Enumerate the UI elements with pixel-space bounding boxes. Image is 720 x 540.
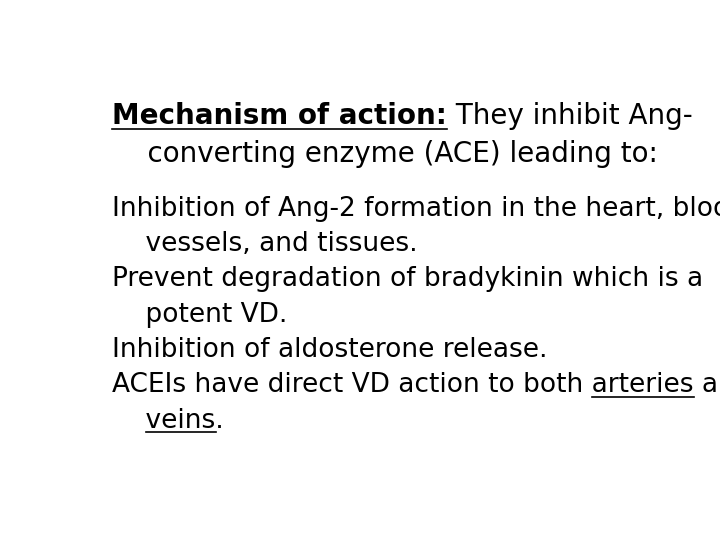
Text: converting enzyme (ACE) leading to:: converting enzyme (ACE) leading to: — [112, 140, 658, 167]
Text: Prevent degradation of bradykinin which is a: Prevent degradation of bradykinin which … — [112, 266, 703, 293]
Text: veins.: veins. — [112, 408, 224, 434]
Text: Inhibition of aldosterone release.: Inhibition of aldosterone release. — [112, 337, 548, 363]
Text: They inhibit Ang-: They inhibit Ang- — [447, 102, 693, 130]
Text: Inhibition of Ang-2 formation in the heart, blood: Inhibition of Ang-2 formation in the hea… — [112, 196, 720, 222]
Text: ACEIs have direct VD action to both arteries: ACEIs have direct VD action to both arte… — [112, 373, 694, 399]
Text: vessels, and tissues.: vessels, and tissues. — [112, 231, 418, 257]
Text: ACEIs have direct VD action to both arteries and: ACEIs have direct VD action to both arte… — [112, 373, 720, 399]
Text: veins: veins — [112, 408, 215, 434]
Text: potent VD.: potent VD. — [112, 302, 288, 328]
Text: Mechanism of action:: Mechanism of action: — [112, 102, 447, 130]
Text: ACEIs have direct VD action to both: ACEIs have direct VD action to both — [112, 373, 592, 399]
